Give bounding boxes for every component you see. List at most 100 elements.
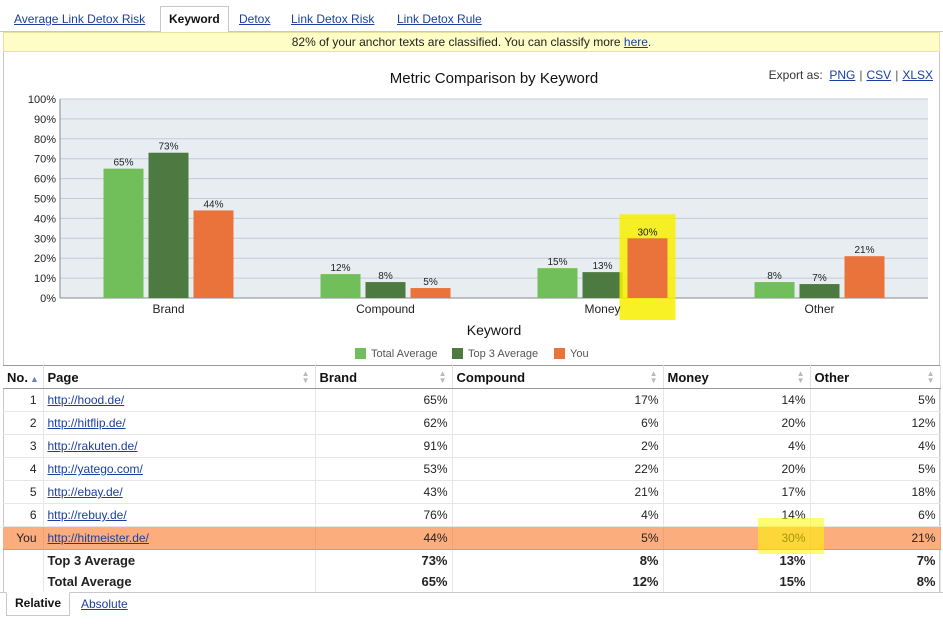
top3-average-row: Top 3 Average 73% 8% 13% 7% bbox=[3, 549, 941, 571]
classify-more-link[interactable]: here bbox=[623, 35, 648, 49]
row-number: 4 bbox=[3, 457, 44, 481]
tab-link-detox-risk[interactable]: Link Detox Risk bbox=[291, 12, 375, 26]
compound-cell: 12% bbox=[452, 570, 664, 592]
column-header-brand[interactable]: Brand ▲ ▼ bbox=[315, 365, 453, 389]
sort-icon: ▲ ▼ bbox=[796, 369, 805, 385]
compound-cell: 21% bbox=[452, 480, 664, 504]
page-link[interactable]: http://ebay.de/ bbox=[47, 485, 123, 499]
tab-keyword[interactable]: Keyword bbox=[160, 6, 229, 33]
legend-label: Total Average bbox=[371, 348, 437, 360]
bar-value-label: 7% bbox=[812, 273, 827, 284]
compound-cell: 22% bbox=[452, 457, 664, 481]
column-header-label: Compound bbox=[456, 369, 526, 385]
page-link[interactable]: http://hitmeister.de/ bbox=[47, 531, 149, 545]
total-average-row: Total Average 65% 12% 15% 8% bbox=[3, 570, 941, 592]
column-header-money[interactable]: Money ▲ ▼ bbox=[663, 365, 811, 389]
metric-comparison-chart: Metric Comparison by Keyword 0% 10% 20% 30% 4… bbox=[28, 70, 928, 360]
average-label: Total Average bbox=[43, 570, 316, 592]
notice-end: . bbox=[647, 35, 652, 49]
other-cell: 21% bbox=[810, 526, 941, 550]
export-xlsx-link[interactable]: XLSX bbox=[902, 68, 933, 82]
bar bbox=[582, 272, 623, 298]
sort-icon: ▲ ▼ bbox=[926, 369, 935, 385]
brand-cell: 53% bbox=[315, 457, 453, 481]
bar-value-label: 73% bbox=[158, 142, 178, 153]
bar-value-label: 30% bbox=[637, 227, 657, 238]
y-tick-label: 50% bbox=[34, 194, 56, 206]
other-cell: 7% bbox=[810, 549, 941, 571]
column-header-other[interactable]: Other ▲ ▼ bbox=[810, 365, 941, 389]
export-png-link[interactable]: PNG bbox=[829, 68, 856, 82]
bar-value-label: 65% bbox=[113, 158, 133, 169]
bar bbox=[193, 210, 234, 298]
bar bbox=[410, 288, 451, 298]
money-cell: 14% bbox=[663, 503, 811, 527]
sort-icon: ▲ ▼ bbox=[301, 369, 310, 385]
column-header-compound[interactable]: Compound ▲ ▼ bbox=[452, 365, 664, 389]
bar bbox=[627, 238, 668, 298]
tab-relative[interactable]: Relative bbox=[6, 592, 71, 616]
row-number bbox=[3, 570, 44, 592]
sort-asc-icon: ▲ bbox=[29, 373, 39, 384]
tab-absolute[interactable]: Absolute bbox=[81, 597, 128, 611]
export-separator: | bbox=[895, 68, 899, 82]
compound-cell: 17% bbox=[452, 388, 664, 412]
table-header-row: No. ▲ Page ▲ ▼ Brand ▲ ▼ Compound ▲ ▼ Money ▲ ▼ O… bbox=[3, 365, 941, 389]
tab-link-detox-rule[interactable]: Link Detox Rule bbox=[397, 12, 482, 26]
bar-value-label: 15% bbox=[547, 257, 567, 268]
bar bbox=[103, 168, 144, 298]
money-cell: 14% bbox=[663, 388, 811, 412]
legend-swatch bbox=[355, 348, 366, 359]
export-csv-link[interactable]: CSV bbox=[866, 68, 892, 82]
page-link[interactable]: http://hood.de/ bbox=[47, 393, 125, 407]
page-cell: http://hitmeister.de/ bbox=[43, 526, 316, 550]
top-tab-bar: Average Link Detox Risk Keyword Detox Li… bbox=[0, 6, 943, 33]
table-row: 4 http://yatego.com/ 53% 22% 20% 5% bbox=[3, 457, 941, 481]
page-link[interactable]: http://rakuten.de/ bbox=[47, 439, 138, 453]
page-link[interactable]: http://hitflip.de/ bbox=[47, 416, 126, 430]
content-panel bbox=[3, 52, 940, 592]
y-tick-label: 40% bbox=[34, 213, 56, 225]
column-header-no[interactable]: No. ▲ bbox=[3, 365, 44, 389]
compound-cell: 5% bbox=[452, 526, 664, 550]
legend-label: You bbox=[570, 348, 589, 360]
row-number: 2 bbox=[3, 411, 44, 435]
bar bbox=[365, 282, 406, 298]
bar-value-label: 44% bbox=[203, 199, 223, 210]
average-label: Top 3 Average bbox=[43, 549, 316, 571]
sort-icon: ▲ ▼ bbox=[649, 369, 658, 385]
column-header-label: No. bbox=[7, 369, 28, 385]
tab-average-link-detox-risk[interactable]: Average Link Detox Risk bbox=[14, 12, 146, 26]
page-link[interactable]: http://rebuy.de/ bbox=[47, 508, 127, 522]
x-axis-label: Keyword bbox=[467, 322, 521, 338]
bar-value-label: 8% bbox=[767, 271, 782, 282]
column-header-page[interactable]: Page ▲ ▼ bbox=[43, 365, 316, 389]
page-cell: http://hitflip.de/ bbox=[43, 411, 316, 435]
other-cell: 5% bbox=[810, 388, 941, 412]
compound-cell: 6% bbox=[452, 411, 664, 435]
brand-cell: 62% bbox=[315, 411, 453, 435]
money-cell: 4% bbox=[663, 434, 811, 458]
bar-value-label: 8% bbox=[378, 271, 393, 282]
row-number: 3 bbox=[3, 434, 44, 458]
table-row-you: You http://hitmeister.de/ 44% 5% 30% 21% bbox=[3, 526, 941, 550]
table-row: 6 http://rebuy.de/ 76% 4% 14% 6% bbox=[3, 503, 941, 527]
page-link[interactable]: http://yatego.com/ bbox=[47, 462, 143, 476]
other-cell: 8% bbox=[810, 570, 941, 592]
column-header-label: Other bbox=[814, 369, 850, 385]
brand-cell: 91% bbox=[315, 434, 453, 458]
compound-cell: 8% bbox=[452, 549, 664, 571]
y-tick-label: 100% bbox=[28, 94, 56, 106]
row-number: You bbox=[3, 526, 44, 550]
export-options: Export as: PNG | CSV | XLSX bbox=[769, 68, 933, 82]
bar-value-label: 21% bbox=[854, 245, 874, 256]
money-cell: 20% bbox=[663, 457, 811, 481]
table-row: 3 http://rakuten.de/ 91% 2% 4% 4% bbox=[3, 434, 941, 458]
page-cell: http://rebuy.de/ bbox=[43, 503, 316, 527]
x-tick-label: Brand bbox=[152, 302, 184, 316]
export-separator: | bbox=[859, 68, 863, 82]
bar bbox=[148, 152, 189, 298]
money-cell: 30% bbox=[663, 526, 811, 550]
tab-detox[interactable]: Detox bbox=[239, 12, 271, 26]
other-cell: 6% bbox=[810, 503, 941, 527]
